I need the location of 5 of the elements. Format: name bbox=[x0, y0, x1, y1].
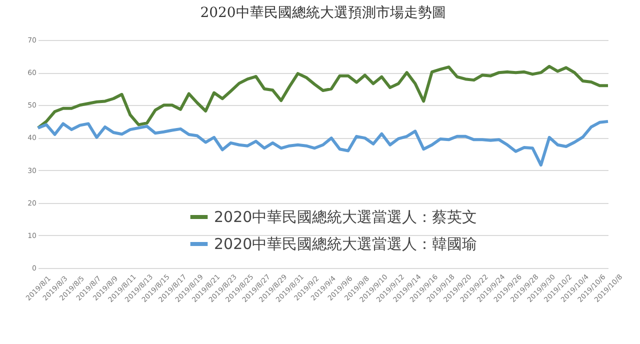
line-series bbox=[36, 64, 610, 130]
line-series bbox=[36, 120, 610, 167]
legend-label: 2020中華民國總統大選當選人：蔡英文 bbox=[214, 208, 478, 226]
legend-label: 2020中華民國總統大選當選人：韓國瑜 bbox=[214, 235, 478, 253]
chart-title: 2020中華民國總統大選預測市場走勢圖 bbox=[200, 5, 446, 21]
